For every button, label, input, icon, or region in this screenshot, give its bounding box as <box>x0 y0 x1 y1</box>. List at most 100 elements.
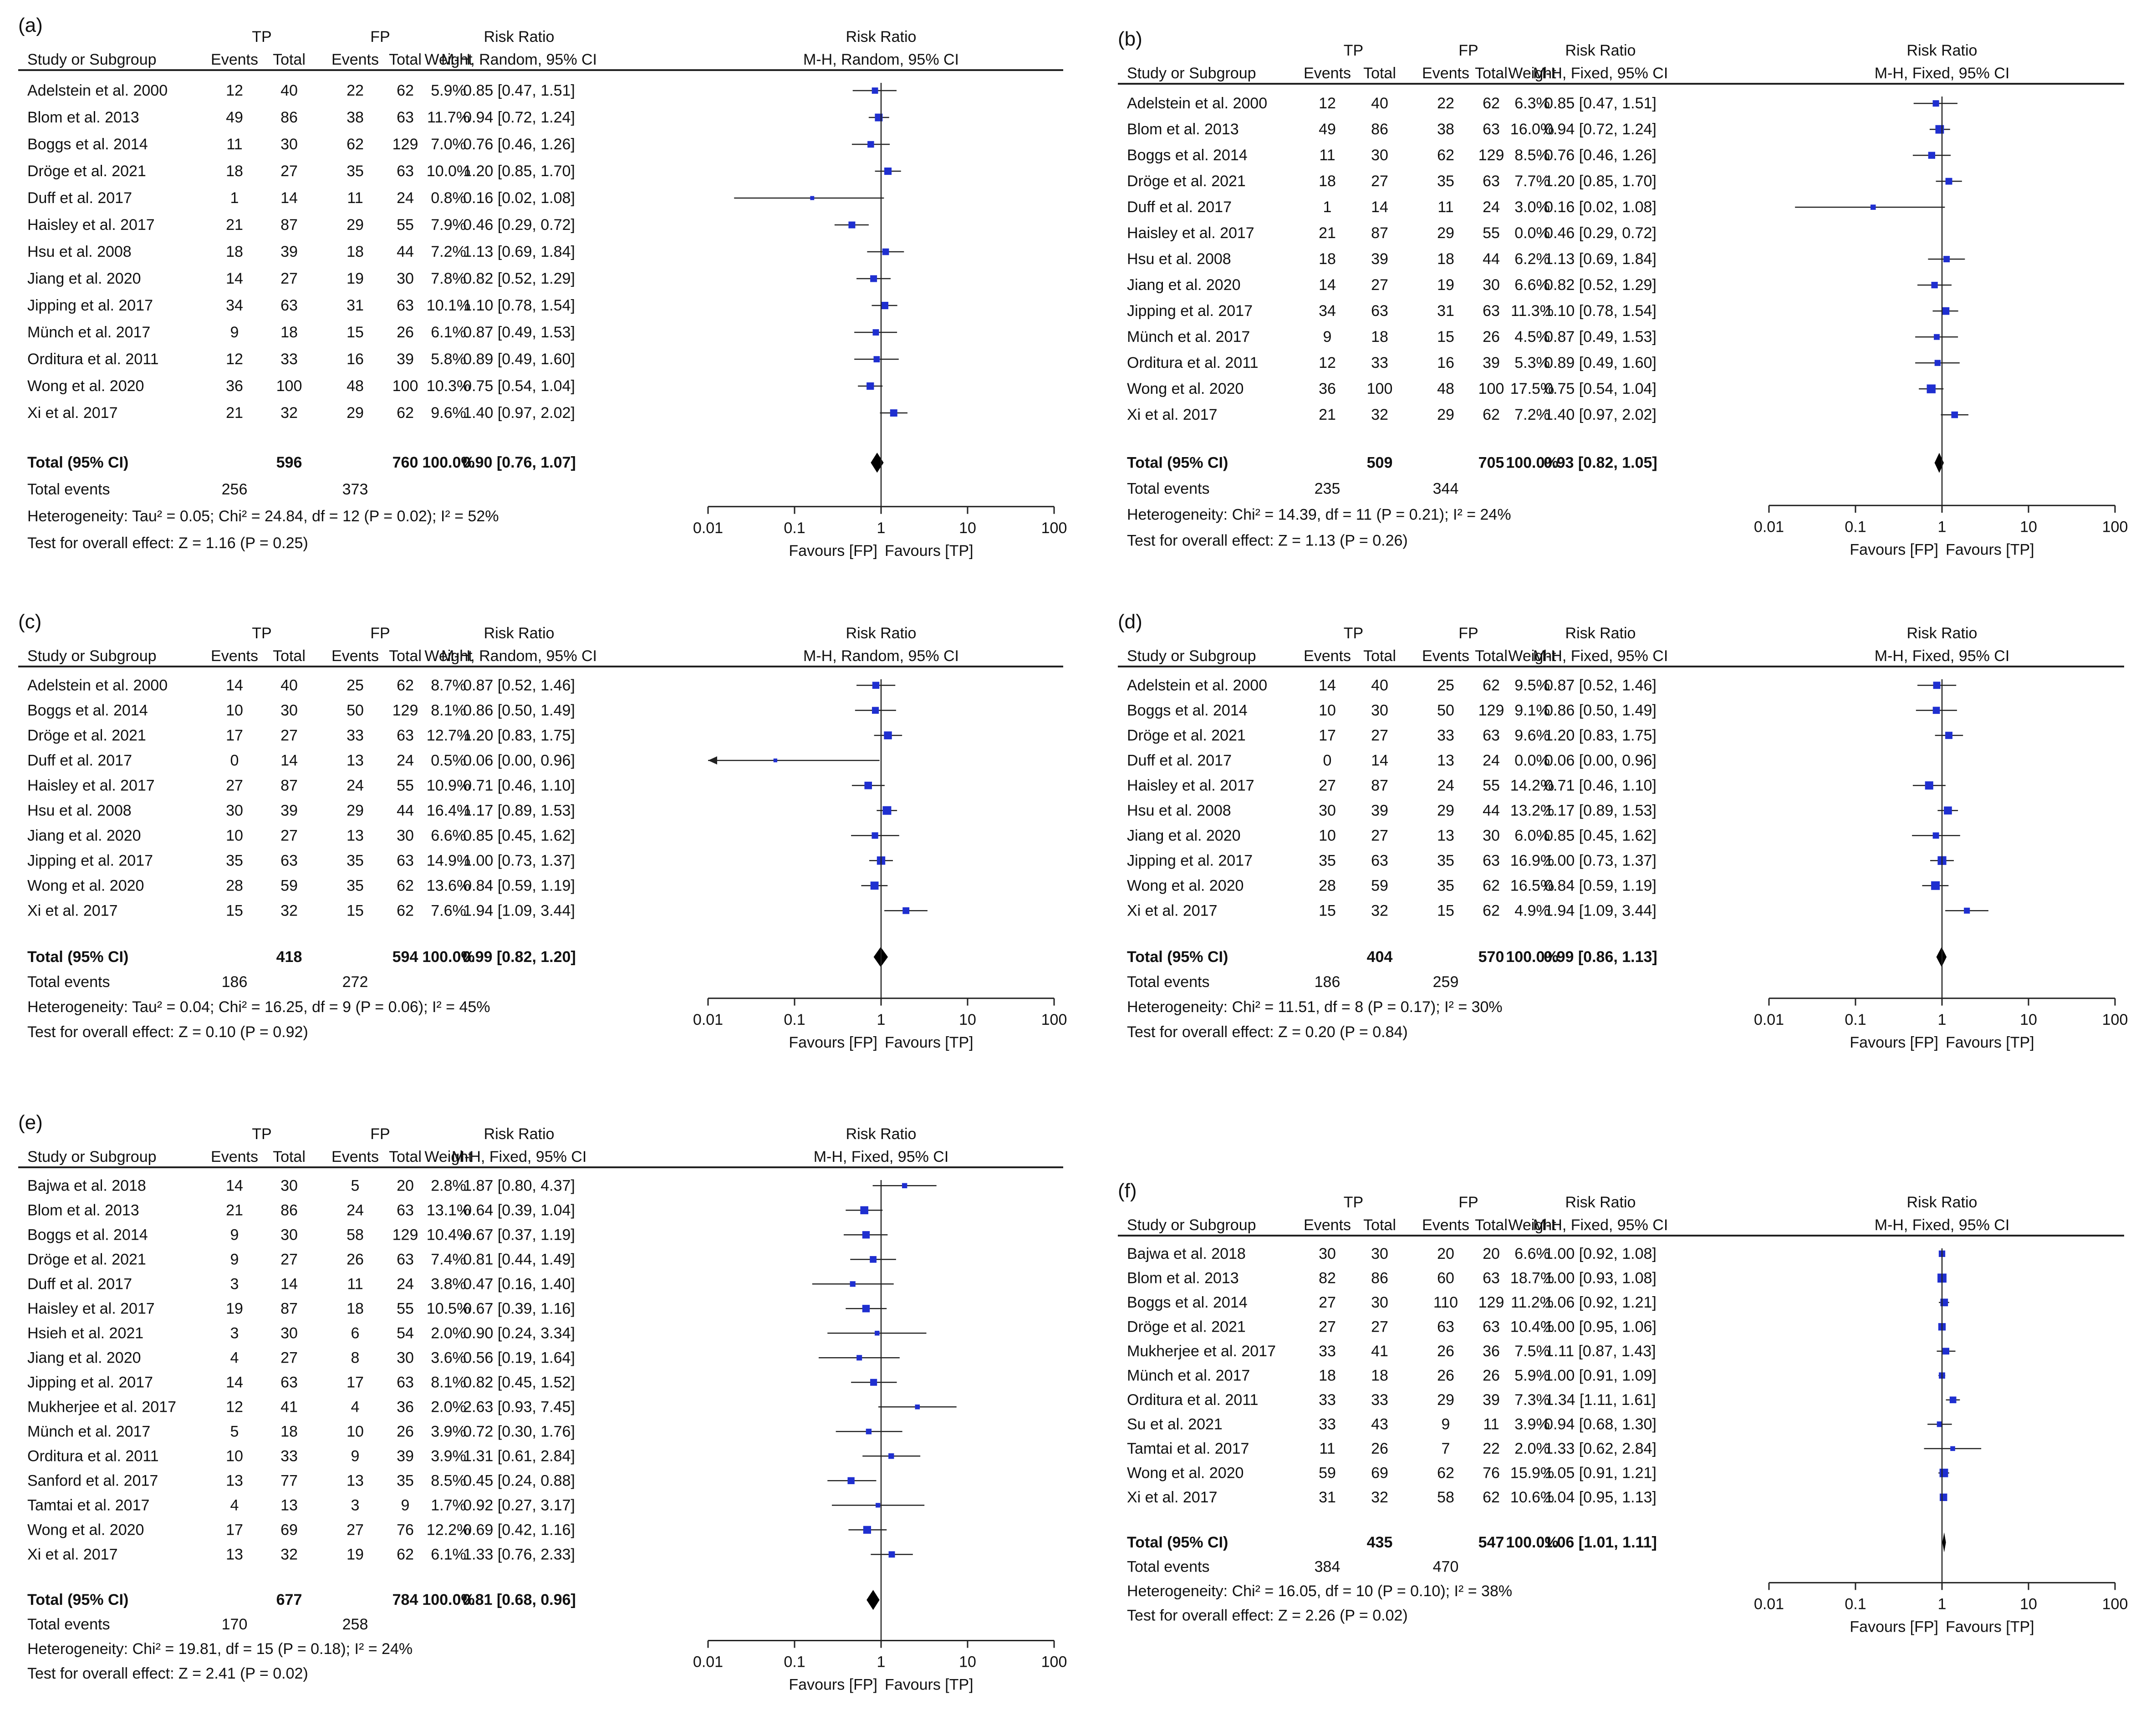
study-weight: 15.9% <box>1510 1464 1554 1481</box>
tp-events: 19 <box>226 1300 243 1317</box>
study-row: Orditura et al. 2011 10 33 9 39 3.9%1.31 [0.6… <box>27 1447 921 1465</box>
x-tick-label: 100 <box>2102 518 2128 535</box>
fp-events: 26 <box>1437 1343 1454 1360</box>
tp-total: 30 <box>1371 147 1388 164</box>
tp-total: 27 <box>280 270 298 287</box>
study-row: Jipping et al. 2017 34 63 31 63 11.3%1.10 [0.… <box>1127 302 1958 320</box>
fp-total: 20 <box>397 1177 414 1194</box>
study-row: Wong et al. 2020 36 100 48 100 10.3%0.75 [0.5… <box>27 377 883 395</box>
x-tick-label: 0.01 <box>1754 1595 1784 1613</box>
tp-events: 12 <box>1319 354 1336 371</box>
fp-events: 25 <box>347 677 364 694</box>
study-row: Blom et al. 2013 49 86 38 63 16.0%0.94 [0.72,… <box>1127 121 1950 138</box>
fp-total: 30 <box>397 827 414 844</box>
study-weight: 6.3% <box>1514 95 1550 112</box>
study-weight: 16.9% <box>1510 852 1554 869</box>
fp-total: 76 <box>397 1521 414 1538</box>
fp-total: 44 <box>397 243 414 260</box>
fp-total: 26 <box>1483 328 1500 346</box>
study-row: Blom et al. 2013 49 86 38 63 11.7%0.94 [0.72,… <box>27 109 889 126</box>
fp-events: 11 <box>347 189 363 207</box>
risk-ratio-ci: 1.10 [0.78, 1.54] <box>1544 302 1657 320</box>
tp-total: 27 <box>1371 827 1388 844</box>
fp-total: 63 <box>397 1374 414 1391</box>
fp-total: 54 <box>397 1324 414 1342</box>
fp-events: 11 <box>347 1275 363 1293</box>
point-estimate-square <box>1964 907 1970 914</box>
point-estimate-square <box>870 1379 877 1386</box>
study-row: Hsu et al. 2008 30 39 29 44 13.2%1.17 [0.89, … <box>1127 802 1958 819</box>
tp-total: 30 <box>1371 702 1388 719</box>
tp-events: 13 <box>226 1546 243 1563</box>
study-weight: 7.9% <box>431 216 466 234</box>
total-tp: 404 <box>1367 948 1393 966</box>
fp-events: 33 <box>347 727 364 744</box>
study-row: Xi et al. 2017 31 32 58 62 10.6%1.04 [0.95, 1… <box>1127 1489 1947 1506</box>
risk-ratio-ci: 0.75 [0.54, 1.04] <box>1544 380 1657 397</box>
fp-total: 24 <box>397 1275 414 1293</box>
study-name: Haisley et al. 2017 <box>1127 777 1254 794</box>
header-study-column: Study or Subgroup <box>27 51 157 68</box>
risk-ratio-ci: 1.40 [0.97, 2.02] <box>463 404 575 422</box>
tp-total: 87 <box>1371 224 1388 242</box>
fp-total: 55 <box>397 216 414 234</box>
x-tick-label: 100 <box>1041 1654 1067 1671</box>
total-label: Total (95% CI) <box>27 1591 128 1608</box>
favours-tp-label: Favours [TP] <box>1946 541 2034 558</box>
fp-total: 55 <box>1483 224 1500 242</box>
point-estimate-square <box>1931 282 1938 289</box>
fp-total: 62 <box>1483 902 1500 919</box>
total-risk-ratio-ci: 0.90 [0.76, 1.07] <box>462 454 576 471</box>
study-weight: 1.7% <box>431 1496 466 1514</box>
fp-events: 24 <box>347 1201 364 1219</box>
tp-total: 27 <box>1371 727 1388 744</box>
study-weight: 7.6% <box>431 902 466 919</box>
fp-events: 8 <box>351 1349 360 1366</box>
header-plot-risk-ratio-label: Risk Ratio <box>846 625 917 642</box>
tp-total: 27 <box>280 163 298 180</box>
tp-events: 18 <box>1319 250 1336 268</box>
x-tick-label: 10 <box>959 1654 976 1671</box>
study-row: Münch et al. 2017 9 18 15 26 6.1%0.87 [0.49, … <box>27 324 897 341</box>
risk-ratio-ci: 1.34 [1.11, 1.61] <box>1545 1391 1656 1409</box>
risk-ratio-ci: 0.75 [0.54, 1.04] <box>463 377 575 395</box>
header-tp-events: Events <box>1304 1216 1351 1234</box>
tp-total: 40 <box>280 82 298 99</box>
risk-ratio-ci: 0.87 [0.49, 1.53] <box>463 324 575 341</box>
fp-total: 30 <box>1483 827 1500 844</box>
tp-events: 34 <box>1319 302 1336 320</box>
fp-total: 129 <box>1478 702 1504 719</box>
study-name: Boggs et al. 2014 <box>1127 702 1248 719</box>
fp-total: 55 <box>1483 777 1500 794</box>
fp-total: 55 <box>397 777 414 794</box>
study-weight: 11.7% <box>427 109 470 126</box>
tp-total: 27 <box>1371 173 1388 190</box>
panel-label: (c) <box>18 611 41 633</box>
total-events-tp: 384 <box>1315 1558 1340 1575</box>
tp-total: 100 <box>1367 380 1393 397</box>
total-events-tp: 186 <box>222 973 248 991</box>
fp-total: 63 <box>397 852 414 869</box>
pooled-estimate-diamond <box>866 1590 880 1610</box>
tp-total: 87 <box>280 1300 298 1317</box>
x-tick-label: 10 <box>2020 518 2037 535</box>
study-row: Hsu et al. 2008 18 39 18 44 7.2%1.13 [0.69, 1… <box>27 243 904 260</box>
study-weight: 10.6% <box>1510 1489 1554 1506</box>
tp-total: 40 <box>1371 677 1388 694</box>
tp-events: 13 <box>226 1472 243 1489</box>
study-name: Tamtai et al. 2017 <box>27 1496 149 1514</box>
tp-events: 14 <box>226 677 243 694</box>
header-fp-total: Total <box>1475 647 1508 665</box>
tp-events: 4 <box>230 1349 239 1366</box>
study-weight: 3.6% <box>431 1349 466 1366</box>
fp-total: 62 <box>1483 406 1500 423</box>
study-weight: 3.9% <box>431 1423 466 1440</box>
risk-ratio-ci: 1.20 [0.85, 1.70] <box>463 163 575 180</box>
study-name: Hsu et al. 2008 <box>27 243 132 260</box>
risk-ratio-ci: 0.56 [0.19, 1.64] <box>463 1349 575 1366</box>
tp-events: 21 <box>226 1201 243 1219</box>
point-estimate-square <box>884 731 892 739</box>
study-weight: 11.2% <box>1511 1294 1554 1311</box>
study-weight: 7.2% <box>431 243 466 260</box>
study-weight: 2.0% <box>431 1398 466 1415</box>
